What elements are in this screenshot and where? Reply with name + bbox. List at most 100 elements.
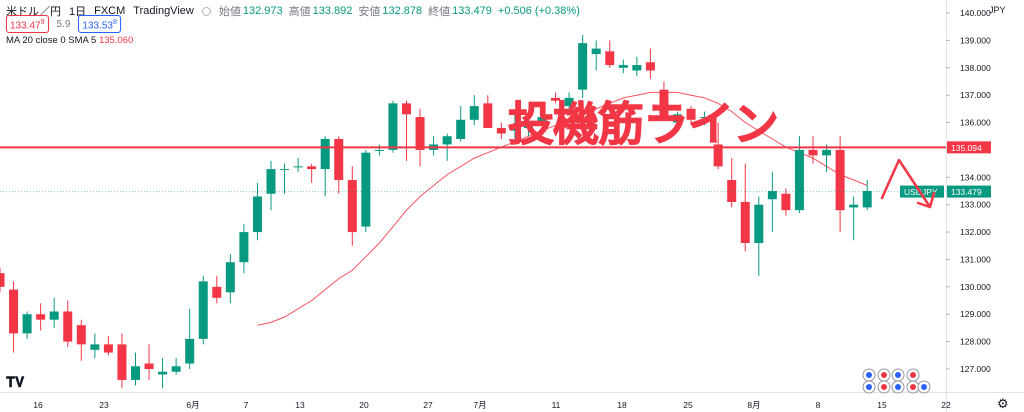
candle-body <box>388 103 398 150</box>
candle-body <box>252 196 262 233</box>
candle-body <box>835 149 845 211</box>
candle-body <box>280 169 290 171</box>
event-flag-dot <box>895 384 901 390</box>
candle-body <box>22 314 32 334</box>
buy-price-sup: 8 <box>113 18 117 26</box>
candle-body <box>754 204 764 244</box>
annotation-text: 投機筋ライン <box>508 97 780 152</box>
close-label: 終値 <box>428 6 451 18</box>
candle-body <box>537 117 547 123</box>
candle-body <box>808 149 818 156</box>
candle-body <box>510 128 520 131</box>
candle-body <box>727 180 737 202</box>
candle-body <box>63 311 73 342</box>
candle-body <box>767 191 777 200</box>
y-tick-label: 134.000 <box>960 172 991 182</box>
event-flag-dot <box>866 372 872 378</box>
sell-button[interactable]: 133.479 <box>6 14 49 34</box>
x-tick-label: 16 <box>33 400 43 410</box>
candle-body <box>469 106 479 120</box>
candle-body <box>523 122 533 129</box>
candle-body <box>131 366 140 380</box>
y-tick-label: 130.000 <box>960 282 991 292</box>
trade-buttons: 133.479 5.9 133.538 <box>6 14 121 34</box>
gear-icon[interactable]: ⚙ <box>997 396 1009 411</box>
event-flag-dot <box>895 372 901 378</box>
x-tick-label: 7月 <box>473 400 486 410</box>
event-flag-dot <box>881 384 887 390</box>
candle-body <box>632 65 642 71</box>
candle-body <box>713 144 723 167</box>
x-tick-label: 13 <box>295 400 305 410</box>
x-tick-label: 15 <box>877 400 887 410</box>
tradingview-logo-icon[interactable]: 𝐓𝐕 <box>6 374 25 390</box>
candle-body <box>781 193 791 211</box>
candle-body <box>90 344 100 350</box>
y-tick-label: 140.000 <box>960 8 991 18</box>
candle-body <box>442 136 452 145</box>
candle-body <box>551 97 561 101</box>
y-tick-label: 132.000 <box>960 227 991 237</box>
low-label: 安値 <box>358 6 381 18</box>
high-value: 133.892 <box>312 5 353 17</box>
candle-body <box>496 128 506 134</box>
candle-body <box>158 371 168 375</box>
candle-body <box>49 311 59 320</box>
currency-label[interactable]: JPY <box>989 5 1006 15</box>
event-flag-dot <box>921 384 927 390</box>
market-status-icon <box>201 6 211 16</box>
candle-body <box>266 169 276 194</box>
candle-body <box>76 325 86 345</box>
y-tick-label: 131.000 <box>960 254 991 264</box>
y-tick-label: 137.000 <box>960 90 991 100</box>
x-tick-label: 23 <box>99 400 109 410</box>
candle-body <box>334 138 344 181</box>
candle-body <box>0 273 5 287</box>
x-tick-label: 18 <box>617 400 627 410</box>
candle-body <box>239 232 249 263</box>
x-tick-label: 22 <box>941 400 951 410</box>
y-tick-label: 129.000 <box>960 309 991 319</box>
candle-body <box>483 103 493 129</box>
candle-body <box>374 149 384 151</box>
event-flag-dot <box>910 372 916 378</box>
x-tick-label: 7 <box>244 400 249 410</box>
candle-body <box>225 262 235 293</box>
event-flag-dot <box>910 384 916 390</box>
candle-body <box>198 281 208 339</box>
candle-body <box>402 103 411 115</box>
x-tick-label: 8 <box>816 400 821 410</box>
candle-body <box>740 201 750 244</box>
candle-body <box>415 117 425 150</box>
candle-body <box>862 191 872 208</box>
candle-body <box>103 344 113 353</box>
candle-body <box>171 366 181 372</box>
candle-body <box>144 363 154 369</box>
x-tick-label: 11 <box>552 400 561 410</box>
brand-name: TradingView <box>133 5 194 17</box>
candle-body <box>849 204 859 208</box>
x-tick-label: 6月 <box>186 400 199 410</box>
y-tick-label: 128.000 <box>960 337 991 347</box>
sell-price-sup: 9 <box>40 18 45 26</box>
indicator-legend[interactable]: MA 20 close 0 SMA 5 135.060 <box>6 35 133 46</box>
candle-body <box>578 43 588 90</box>
buy-button[interactable]: 133.538 <box>78 14 121 34</box>
y-tick-label: 136.000 <box>960 118 991 128</box>
candle-body <box>456 119 466 139</box>
candle-body <box>822 149 832 156</box>
sell-price: 133.47 <box>10 20 41 32</box>
candle-body <box>564 97 574 107</box>
spread-value: 5.9 <box>56 18 71 30</box>
candle-body <box>659 89 669 118</box>
data-source: FXCM <box>94 5 126 17</box>
current-price-tag <box>947 185 991 198</box>
candle-body <box>347 180 357 233</box>
candle-body <box>307 166 317 170</box>
indicator-value: 135.060 <box>98 35 134 46</box>
candle-body <box>794 149 804 211</box>
candle-body <box>361 152 371 227</box>
candle-body <box>293 166 303 168</box>
candle-body <box>320 138 330 170</box>
